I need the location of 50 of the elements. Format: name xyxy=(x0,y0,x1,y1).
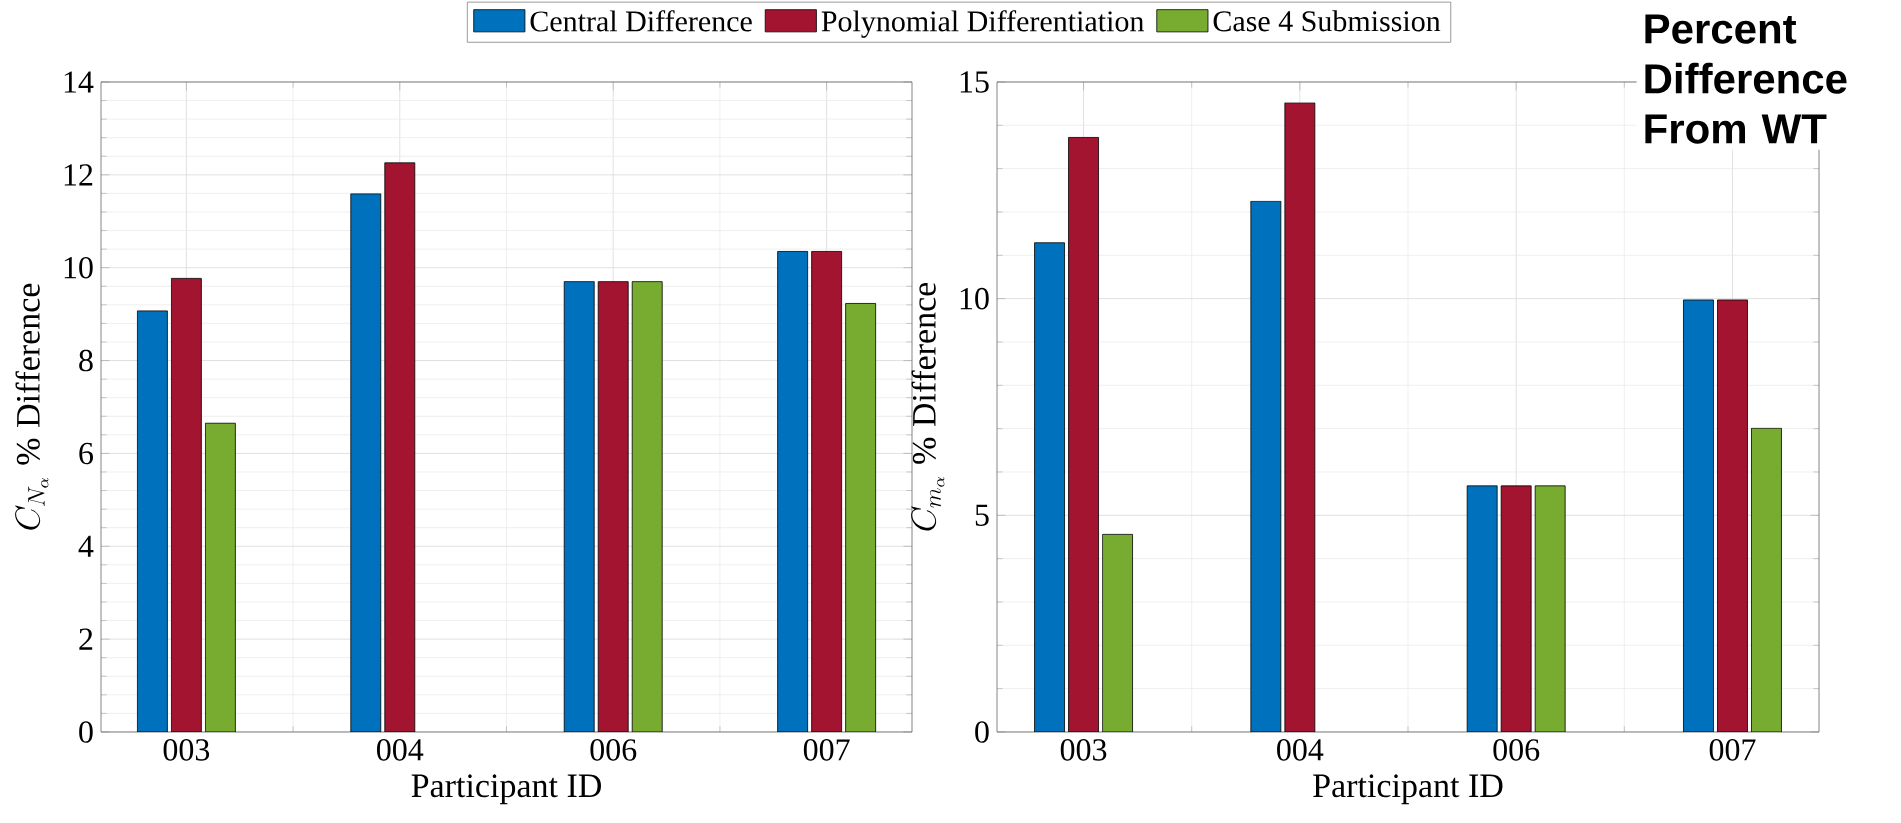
y-tick-label: 14 xyxy=(64,71,94,93)
bar xyxy=(1466,485,1498,732)
x-tick-label: 004 xyxy=(1277,739,1324,761)
bar xyxy=(1102,533,1133,732)
y-tick-label: 10 xyxy=(64,256,93,279)
bar xyxy=(1717,299,1748,732)
y-tick-label: 15 xyxy=(960,71,989,93)
bar xyxy=(1068,137,1099,732)
bar xyxy=(204,422,236,732)
bar xyxy=(1500,485,1532,732)
chart-title: Percent Difference From WT xyxy=(1645,14,1847,144)
legend-label: Polynomial Differentiation xyxy=(821,10,1144,38)
x-tick-label: 007 xyxy=(1709,739,1756,761)
bar xyxy=(350,193,382,732)
bar xyxy=(811,251,843,732)
bar xyxy=(1250,200,1282,732)
y-tick-label: 12 xyxy=(64,164,93,186)
bar xyxy=(384,162,416,732)
x-axis-title: Participant ID xyxy=(411,774,601,805)
y-tick-label: 4 xyxy=(78,535,94,557)
y-tick-label: 0 xyxy=(79,721,93,743)
bar xyxy=(631,281,663,732)
bar xyxy=(136,310,168,732)
x-tick-label: 006 xyxy=(1493,739,1540,761)
y-axis-title: $C_{N_\alpha}\;\%\;\mathrm{Difference}$ xyxy=(15,283,49,530)
x-tick-label: 003 xyxy=(163,739,210,761)
bar xyxy=(1284,102,1316,732)
y-axis-title: $C_{m_\alpha}\;\%\;\mathrm{Difference}$ xyxy=(911,282,945,531)
bar xyxy=(1534,485,1566,732)
x-tick-label: 003 xyxy=(1060,739,1107,761)
y-tick-label: 5 xyxy=(975,504,989,526)
bar xyxy=(1034,242,1065,732)
bar xyxy=(1683,299,1714,732)
bar xyxy=(563,281,595,732)
bar xyxy=(777,251,809,732)
bar xyxy=(845,303,877,732)
legend-label: Case 4 Submission xyxy=(1213,10,1441,32)
legend-label: Central Difference xyxy=(530,10,752,32)
x-tick-label: 004 xyxy=(377,739,424,761)
bar xyxy=(170,277,202,732)
bar xyxy=(597,281,629,732)
y-tick-label: 8 xyxy=(79,349,93,372)
x-tick-label: 007 xyxy=(803,739,850,761)
y-tick-label: 10 xyxy=(960,287,989,310)
y-tick-label: 6 xyxy=(79,442,93,465)
x-axis-title: Participant ID xyxy=(1313,774,1503,805)
bar xyxy=(1751,427,1782,732)
x-tick-label: 006 xyxy=(590,739,637,761)
y-tick-label: 2 xyxy=(79,628,93,650)
y-tick-label: 0 xyxy=(975,721,989,743)
